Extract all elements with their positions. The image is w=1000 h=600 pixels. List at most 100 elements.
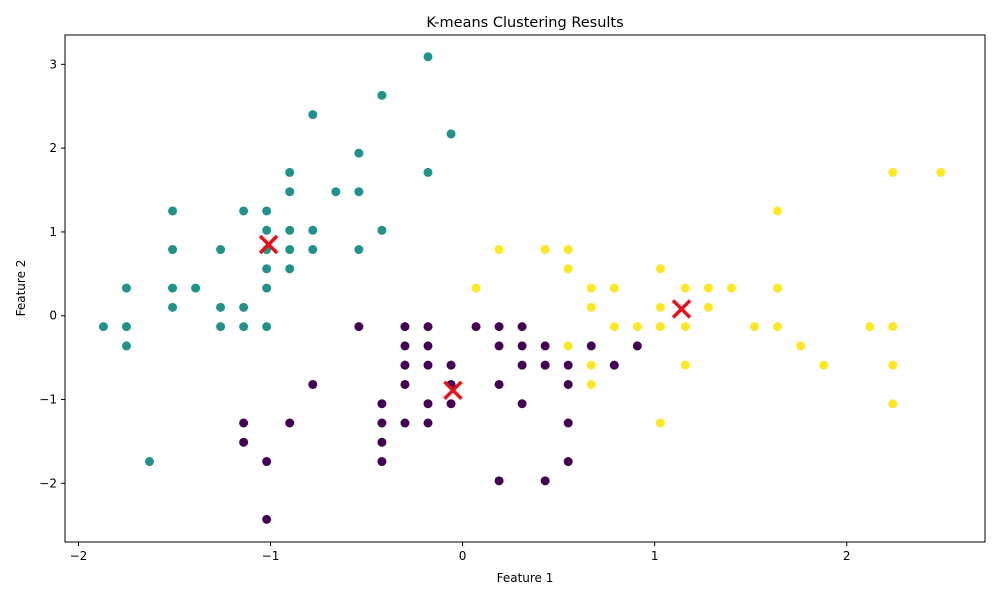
data-point-cluster1: [168, 302, 178, 312]
data-point-cluster0: [609, 360, 619, 370]
data-point-cluster0: [632, 341, 642, 351]
data-point-cluster0: [563, 360, 573, 370]
data-point-cluster2: [586, 283, 596, 293]
data-point-cluster1: [239, 322, 249, 332]
data-point-cluster2: [726, 283, 736, 293]
data-point-cluster0: [540, 360, 550, 370]
y-tick-label: −1: [39, 393, 57, 407]
plot-points: [98, 52, 946, 524]
data-point-cluster0: [400, 322, 410, 332]
data-point-cluster2: [888, 360, 898, 370]
data-point-cluster2: [563, 245, 573, 255]
data-point-cluster0: [377, 418, 387, 428]
data-point-cluster2: [865, 322, 875, 332]
data-point-cluster0: [400, 341, 410, 351]
data-point-cluster2: [540, 245, 550, 255]
data-point-cluster0: [423, 418, 433, 428]
data-point-cluster2: [586, 302, 596, 312]
data-point-cluster2: [680, 322, 690, 332]
data-point-cluster1: [354, 187, 364, 197]
data-point-cluster0: [377, 457, 387, 467]
data-point-cluster1: [262, 283, 272, 293]
data-point-cluster0: [423, 399, 433, 409]
plot-frame: [64, 34, 986, 543]
data-point-cluster2: [494, 245, 504, 255]
data-point-cluster1: [285, 245, 295, 255]
y-tick-label: 3: [49, 57, 57, 71]
data-point-cluster0: [239, 437, 249, 447]
data-point-cluster0: [446, 360, 456, 370]
data-point-cluster1: [121, 341, 131, 351]
y-tick-label: 2: [49, 141, 57, 155]
data-point-cluster1: [121, 322, 131, 332]
data-point-cluster1: [168, 245, 178, 255]
x-tick-label: 0: [459, 549, 467, 563]
data-point-cluster1: [446, 129, 456, 139]
data-point-cluster2: [750, 322, 760, 332]
data-point-cluster0: [517, 399, 527, 409]
data-point-cluster2: [655, 322, 665, 332]
data-point-cluster0: [517, 341, 527, 351]
data-point-cluster0: [471, 322, 481, 332]
data-point-cluster0: [285, 418, 295, 428]
data-point-cluster1: [239, 302, 249, 312]
data-point-cluster1: [262, 225, 272, 235]
data-point-cluster2: [609, 322, 619, 332]
data-point-cluster2: [563, 341, 573, 351]
chart-title: K-means Clustering Results: [426, 15, 623, 31]
data-point-cluster1: [216, 245, 226, 255]
data-point-cluster1: [216, 302, 226, 312]
data-point-cluster2: [773, 322, 783, 332]
data-point-cluster0: [586, 341, 596, 351]
y-axis: −2 −1 0 1 2 3: [39, 57, 65, 490]
data-point-cluster1: [308, 225, 318, 235]
data-point-cluster0: [262, 457, 272, 467]
data-point-cluster0: [423, 341, 433, 351]
data-point-cluster1: [308, 110, 318, 120]
data-point-cluster0: [377, 437, 387, 447]
data-point-cluster1: [354, 148, 364, 158]
data-point-cluster2: [655, 418, 665, 428]
data-point-cluster0: [540, 341, 550, 351]
data-point-cluster0: [563, 457, 573, 467]
data-point-cluster1: [331, 187, 341, 197]
data-point-cluster2: [471, 283, 481, 293]
centroid-marker: [258, 234, 279, 255]
x-tick-label: 2: [843, 549, 851, 563]
data-point-cluster2: [655, 302, 665, 312]
data-point-cluster2: [888, 167, 898, 177]
data-point-cluster0: [563, 418, 573, 428]
data-point-cluster1: [262, 322, 272, 332]
data-point-cluster0: [563, 379, 573, 389]
data-point-cluster2: [936, 167, 946, 177]
data-point-cluster0: [494, 341, 504, 351]
data-point-cluster1: [377, 90, 387, 100]
data-point-cluster2: [703, 302, 713, 312]
data-point-cluster2: [773, 206, 783, 216]
data-point-cluster0: [446, 399, 456, 409]
data-point-cluster2: [819, 360, 829, 370]
data-point-cluster1: [285, 167, 295, 177]
data-point-cluster1: [121, 283, 131, 293]
y-axis-title: Feature 2: [14, 260, 28, 317]
y-tick-label: 1: [49, 225, 57, 239]
data-point-cluster1: [98, 322, 108, 332]
data-point-cluster0: [423, 322, 433, 332]
data-point-cluster2: [632, 322, 642, 332]
data-point-cluster2: [888, 322, 898, 332]
data-point-cluster1: [423, 52, 433, 62]
data-point-cluster2: [563, 264, 573, 274]
data-point-cluster0: [239, 418, 249, 428]
data-point-cluster0: [494, 476, 504, 486]
centroid-marker: [671, 299, 692, 319]
data-point-cluster1: [239, 206, 249, 216]
data-point-cluster0: [400, 418, 410, 428]
data-point-cluster0: [494, 322, 504, 332]
data-point-cluster1: [354, 245, 364, 255]
data-point-cluster0: [400, 379, 410, 389]
data-point-cluster1: [423, 167, 433, 177]
data-point-cluster0: [517, 360, 527, 370]
data-point-cluster0: [354, 322, 364, 332]
